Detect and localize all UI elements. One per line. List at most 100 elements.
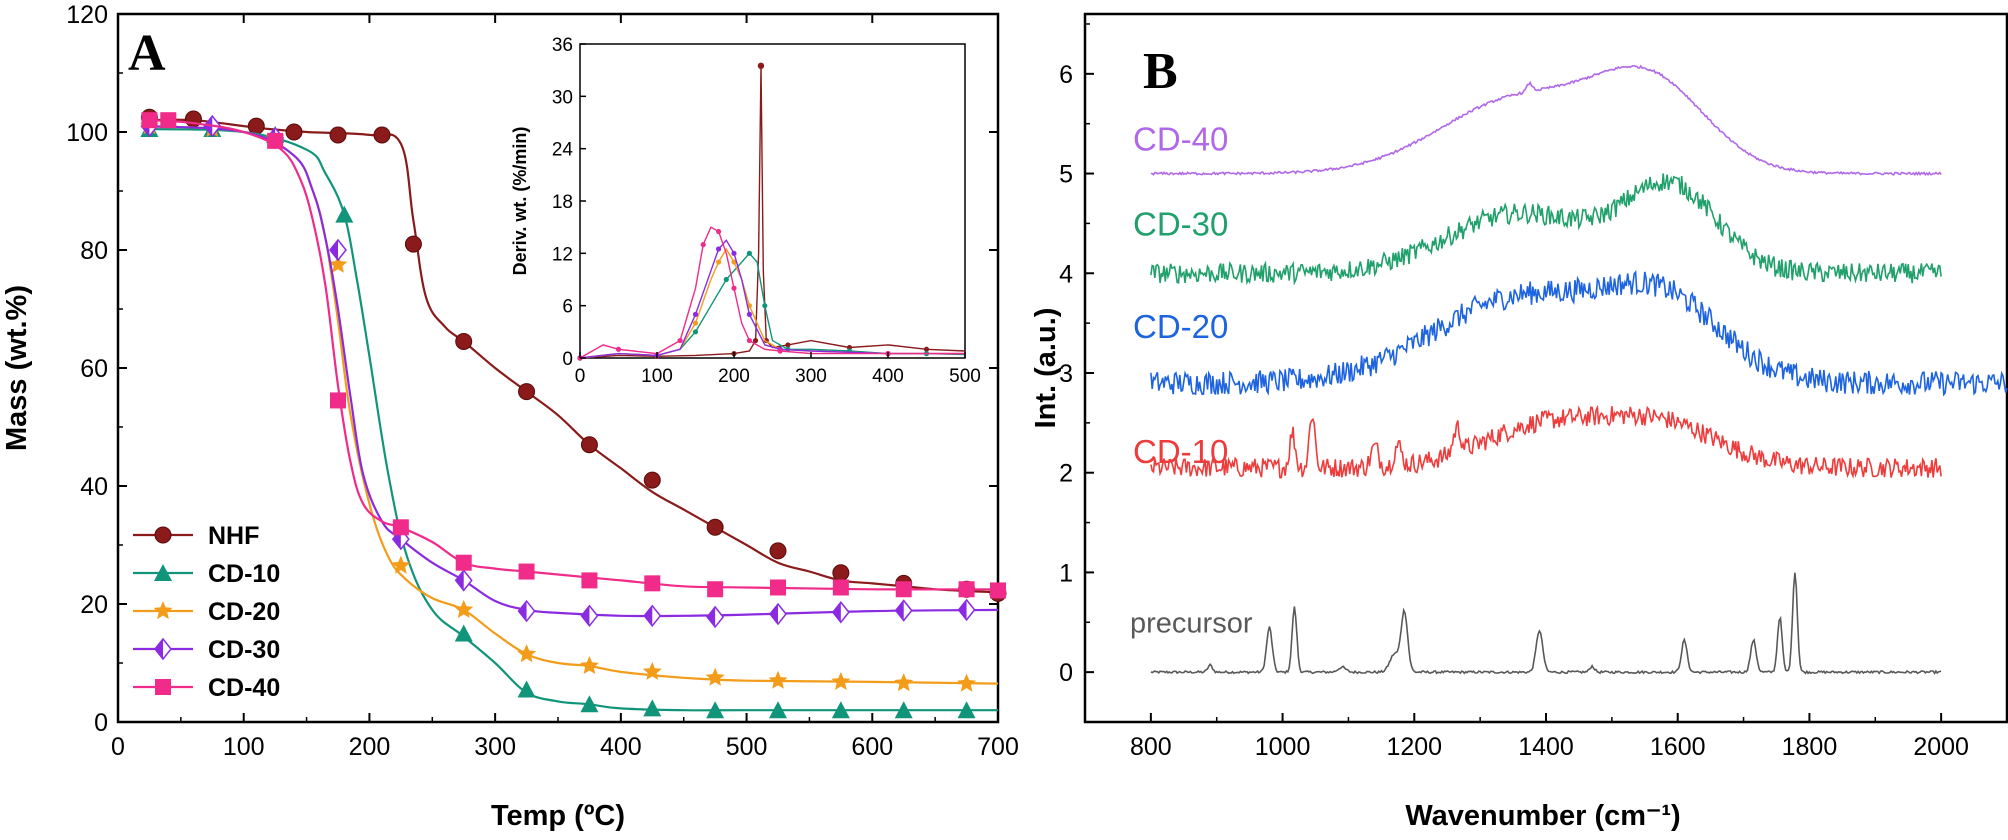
series-cd-10-marker bbox=[957, 701, 976, 719]
legend-marker-cd-10 bbox=[154, 564, 172, 581]
spectrum-label-cd-10: CD-10 bbox=[1133, 433, 1228, 470]
series-cd-20-marker bbox=[642, 661, 662, 680]
series-cd-40-marker bbox=[895, 581, 912, 598]
legend-marker-cd-20 bbox=[153, 601, 173, 620]
b-y-tick-label: 4 bbox=[1059, 260, 1073, 288]
spectrum-cd-30 bbox=[1150, 173, 1942, 286]
legend-item-cd-40: CD-40 bbox=[133, 674, 280, 702]
inset-series-cd-10-marker bbox=[692, 329, 699, 335]
inset-y-tick-label: 18 bbox=[552, 192, 573, 213]
series-cd-40-marker bbox=[160, 112, 177, 129]
panel-b-label: B bbox=[1143, 43, 1178, 100]
inset-series-cd-40-marker bbox=[746, 337, 753, 344]
series-cd-40-marker bbox=[581, 572, 598, 589]
series-cd-10-marker bbox=[769, 701, 787, 719]
inset-ticks: 0 100 200 300 400 500 0 6 12 18 24 30 36 bbox=[552, 35, 981, 387]
series-cd-20-marker bbox=[328, 254, 348, 273]
series-cd-40 bbox=[141, 112, 1006, 599]
inset-series-cd-40-marker bbox=[777, 348, 783, 354]
panel-a-label: A bbox=[128, 25, 166, 82]
legend-marker-nhf bbox=[154, 526, 172, 544]
series-nhf-marker bbox=[706, 518, 724, 536]
inset-x-tick-label: 400 bbox=[872, 366, 904, 387]
series-cd-30-marker bbox=[454, 569, 473, 592]
series-cd-20-marker bbox=[894, 673, 914, 692]
series-nhf-marker bbox=[643, 471, 661, 489]
y-tick-label: 80 bbox=[80, 237, 108, 265]
panel-a-x-axis-title: Temp (ºC) bbox=[491, 800, 625, 832]
b-y-tick-label: 2 bbox=[1059, 460, 1073, 488]
inset-series-nhf-marker bbox=[785, 342, 791, 348]
panel-a-series-group bbox=[139, 108, 1007, 719]
series-cd-40-marker bbox=[330, 392, 346, 409]
series-cd-30-line bbox=[149, 125, 999, 618]
spectrum-label-cd-20: CD-20 bbox=[1133, 308, 1228, 345]
series-cd-30-marker bbox=[517, 599, 536, 623]
panel-b-series-group bbox=[1150, 64, 2008, 675]
series-cd-40-marker bbox=[707, 581, 724, 598]
series-cd-20-marker bbox=[454, 599, 474, 618]
inset-x-tick-label: 500 bbox=[949, 366, 981, 387]
inset-series-cd-30-marker bbox=[731, 250, 737, 256]
x-tick-label: 300 bbox=[474, 733, 516, 761]
panel-a-legend: NHF CD-10 CD-20 CD-30 CD-40 bbox=[133, 522, 280, 702]
series-cd-40-marker bbox=[518, 563, 535, 580]
spectrum-cd-10 bbox=[1150, 404, 1942, 479]
series-nhf-marker bbox=[580, 436, 598, 454]
y-tick-label: 0 bbox=[94, 709, 108, 737]
inset-series-cd-40-marker bbox=[615, 346, 622, 352]
series-cd-10-marker bbox=[580, 695, 599, 713]
series-nhf-marker bbox=[285, 123, 303, 141]
series-cd-30-marker bbox=[329, 238, 347, 262]
inset-series-cd-10-marker bbox=[746, 250, 753, 256]
inset-series-cd-30-marker bbox=[692, 311, 699, 317]
inset-series-cd-20-marker bbox=[692, 320, 699, 326]
series-cd-10-marker bbox=[831, 701, 850, 719]
inset-series-cd-40-marker bbox=[700, 242, 706, 248]
series-nhf-marker bbox=[455, 332, 473, 350]
x-tick-label: 600 bbox=[851, 733, 893, 761]
spectrum-precursor bbox=[1150, 572, 1942, 675]
legend-item-cd-10: CD-10 bbox=[133, 560, 280, 588]
y-tick-label: 100 bbox=[66, 119, 108, 147]
series-cd-20-marker bbox=[391, 555, 411, 574]
inset-series-cd-40-marker bbox=[716, 228, 722, 235]
inset-series-cd-40-marker bbox=[731, 285, 737, 291]
inset-series-nhf-marker bbox=[923, 346, 930, 352]
inset-series-cd-20-marker bbox=[716, 259, 722, 265]
series-cd-30-marker bbox=[706, 605, 725, 629]
legend-label-cd-40: CD-40 bbox=[208, 674, 280, 702]
b-y-tick-label: 0 bbox=[1059, 659, 1073, 687]
inset-peak-marker bbox=[757, 62, 765, 70]
b-y-tick-label: 3 bbox=[1059, 360, 1073, 388]
series-cd-10-marker bbox=[894, 701, 913, 719]
series-cd-20-marker bbox=[517, 644, 537, 663]
inset-series-cd-10-marker bbox=[723, 276, 729, 283]
series-cd-10-marker bbox=[643, 699, 662, 717]
x-tick-label: 200 bbox=[349, 733, 391, 761]
series-cd-40-marker bbox=[644, 575, 661, 592]
legend-label-nhf: NHF bbox=[208, 522, 259, 550]
series-cd-40-marker bbox=[267, 132, 284, 149]
inset-series-cd-30-line bbox=[579, 239, 965, 359]
inset-x-tick-label: 300 bbox=[795, 366, 827, 387]
inset-x-tick-label: 200 bbox=[718, 366, 750, 387]
series-cd-20-marker bbox=[831, 671, 851, 690]
b-y-tick-label: 5 bbox=[1059, 161, 1073, 189]
series-nhf-marker bbox=[404, 235, 422, 253]
inset-y-axis-title: Deriv. wt. (%/min) bbox=[510, 127, 530, 276]
series-cd-10-line bbox=[149, 127, 998, 712]
x-tick-label: 0 bbox=[111, 733, 125, 761]
panel-a-inset-chart: 0 100 200 300 400 500 0 6 12 18 24 30 36 Deriv. wt. … bbox=[510, 35, 981, 387]
series-cd-20-marker bbox=[957, 673, 977, 692]
legend-item-nhf: NHF bbox=[133, 522, 259, 550]
series-nhf-marker bbox=[329, 126, 347, 144]
y-tick-label: 20 bbox=[80, 591, 108, 619]
inset-series-nhf-line bbox=[579, 65, 966, 359]
series-nhf-marker bbox=[832, 564, 850, 582]
panel-b-y-axis-title: Int. (a.u.) bbox=[1030, 308, 1062, 429]
panel-b-ticks: 800 1000 1200 1400 1600 1800 2000 0 1 2 3 4 5 6 bbox=[1059, 23, 1969, 761]
series-cd-20 bbox=[139, 116, 999, 692]
